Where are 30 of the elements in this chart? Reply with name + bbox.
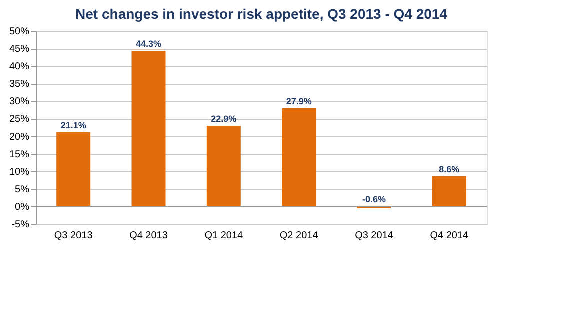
- bar: [56, 132, 91, 206]
- y-tick-label: 30%: [9, 96, 30, 108]
- x-tick-label: Q4 2013: [130, 230, 168, 242]
- y-tick-label: 40%: [9, 62, 30, 73]
- chart-title: Net changes in investor risk appetite, Q3 2013 - Q4 2014: [76, 6, 448, 22]
- y-tick-label: 35%: [9, 79, 30, 90]
- x-tick-label: Q3 2013: [54, 230, 94, 242]
- y-tick-label: 50%: [9, 26, 30, 38]
- y-tick-label: 10%: [9, 166, 30, 178]
- y-tick-label: 20%: [9, 132, 30, 143]
- data-label: 8.6%: [439, 164, 460, 174]
- y-tick-label: 25%: [9, 114, 30, 126]
- y-tick-label: -5%: [12, 220, 30, 230]
- bar: [432, 176, 466, 206]
- data-label: 44.3%: [136, 39, 162, 49]
- bar: [206, 126, 241, 206]
- bar: [132, 51, 166, 206]
- y-tick-label: 0%: [15, 202, 30, 213]
- x-tick-label: Q2 2014: [280, 230, 319, 242]
- x-tick-label: Q1 2014: [204, 230, 244, 242]
- y-tick-label: 15%: [9, 149, 30, 160]
- y-tick-label: 45%: [9, 44, 30, 56]
- y-tick-label: 5%: [15, 184, 30, 196]
- data-label: 21.1%: [60, 120, 86, 130]
- x-tick-label: Q3 2014: [355, 230, 394, 242]
- data-label: 27.9%: [286, 96, 312, 107]
- data-label: 22.9%: [211, 114, 237, 124]
- x-tick-label: Q4 2014: [430, 230, 470, 242]
- bar: [282, 108, 316, 206]
- data-label: -0.6%: [362, 194, 386, 204]
